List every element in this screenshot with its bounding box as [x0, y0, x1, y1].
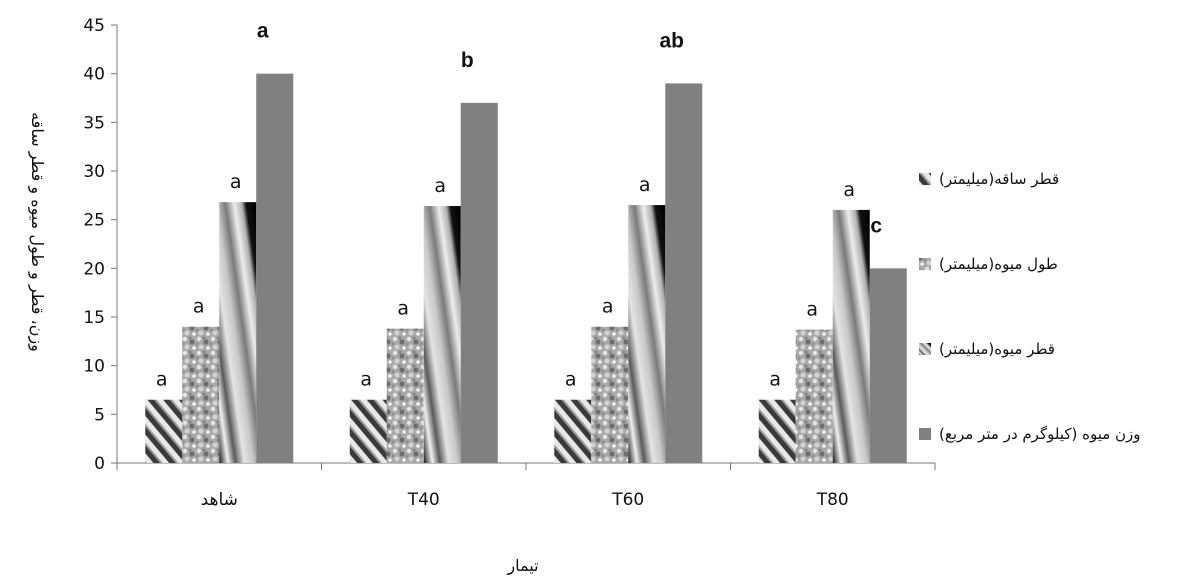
significance-label: a: [806, 299, 818, 321]
significance-label: a: [639, 174, 651, 196]
plot-area: 051015202530354045aaaaشاهدaaabT40aaaabT6…: [83, 16, 936, 510]
legend-label-4: (کیلوگرم در متر مربع) وزن میوه: [939, 425, 1141, 443]
bar-2-1: [182, 326, 220, 463]
x-tick-label: T60: [611, 490, 644, 510]
significance-label: a: [565, 369, 577, 391]
bar-4-4: [869, 268, 907, 463]
legend-swatch-3: [919, 343, 931, 355]
bar-4-3: [665, 83, 703, 464]
x-axis-title: تیمار: [506, 556, 538, 576]
bar-3-1: [219, 202, 257, 463]
significance-label: a: [193, 296, 205, 318]
significance-label: a: [397, 298, 409, 320]
significance-label: a: [257, 20, 269, 43]
legend-label-3: (میلیمتر)قطر میوه: [939, 340, 1055, 358]
y-tick-label: 40: [83, 65, 105, 85]
significance-label: a: [360, 369, 372, 391]
x-tick-label: شاهد: [201, 490, 238, 510]
y-tick-label: 35: [83, 113, 105, 133]
y-tick-label: 30: [83, 162, 105, 182]
legend-label-2: (میلیمتر)طول میوه: [939, 255, 1058, 273]
significance-label: a: [434, 175, 446, 197]
significance-label: a: [156, 369, 168, 391]
significance-label: a: [602, 296, 614, 318]
y-tick-label: 15: [83, 308, 105, 328]
bar-2-3: [591, 326, 629, 463]
bar-4-1: [256, 73, 294, 464]
significance-label: a: [769, 369, 781, 391]
significance-label: ab: [659, 29, 684, 52]
bar-2-4: [795, 329, 833, 463]
significance-label: b: [461, 49, 474, 72]
x-tick-label: T40: [407, 490, 440, 510]
bar-4-2: [460, 102, 498, 463]
legend-label-1: (میلیمتر)قطر ساقه: [939, 170, 1059, 188]
legend-swatch-4: [919, 428, 931, 440]
bar-2-2: [386, 328, 424, 463]
y-tick-label: 20: [83, 259, 105, 279]
bar-1-4: [758, 399, 796, 463]
bar-3-2: [423, 206, 461, 464]
y-tick-label: 25: [83, 211, 105, 231]
legend: (میلیمتر)قطر ساقه (میلیمتر)طول میوه (میلیم…: [919, 170, 1141, 443]
bar-1-1: [145, 399, 183, 463]
legend-swatch-1: [919, 173, 931, 185]
significance-label: a: [230, 171, 242, 193]
x-tick-label: T80: [816, 490, 849, 510]
y-tick-label: 0: [94, 454, 105, 474]
bar-3-3: [628, 205, 666, 464]
significance-label: a: [843, 179, 855, 201]
bar-1-2: [349, 399, 387, 463]
y-tick-label: 5: [94, 405, 105, 425]
bar-1-3: [554, 399, 592, 463]
y-tick-label: 45: [83, 16, 105, 36]
y-tick-label: 10: [83, 357, 105, 377]
legend-swatch-2: [919, 258, 931, 270]
bar-3-4: [832, 209, 870, 463]
y-axis-title: وزن، قطر و طول میوه و قطر ساقه: [27, 112, 47, 352]
significance-label: c: [870, 214, 882, 237]
